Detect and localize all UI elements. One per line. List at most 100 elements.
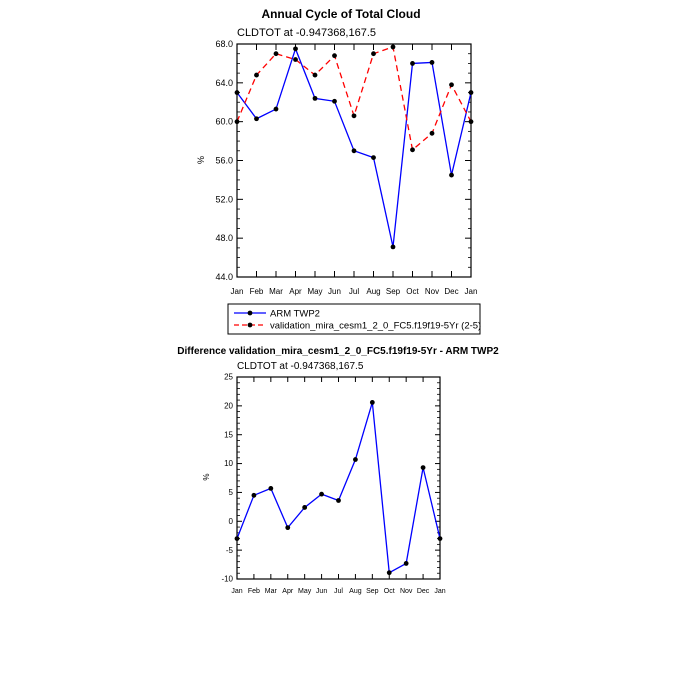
chart2-xtick-label: Apr bbox=[282, 588, 294, 595]
chart1-series-2-point bbox=[293, 57, 298, 62]
chart2-series-1-point bbox=[420, 465, 426, 471]
chart1-ytick-label: 52.0 bbox=[215, 194, 233, 204]
chart1-xtick-label: May bbox=[307, 287, 322, 296]
chart1-xtick-label: Oct bbox=[406, 287, 419, 296]
chart2-plot-area: -10 -5 0 5 10 15 20 25 Jan Feb Mar Apr May Jun Jul Aug S… bbox=[221, 373, 445, 595]
chart2-ytick-label: 5 bbox=[229, 488, 234, 497]
chart1-ytick-label: 64.0 bbox=[215, 78, 233, 88]
chart2-ylabel: % bbox=[202, 473, 211, 480]
chart2-series-1-point bbox=[386, 570, 392, 576]
chart2-series-1-point bbox=[403, 561, 409, 566]
chart1-series-2-point bbox=[332, 53, 337, 59]
chart1-subtitle: CLDTOT at -0.947368,167.5 bbox=[237, 27, 376, 39]
chart2-xtick-label: Feb bbox=[248, 588, 260, 595]
chart2-series-1-point bbox=[437, 536, 443, 541]
chart2-xtick-label: Aug bbox=[349, 588, 362, 595]
chart2-title: Difference validation_mira_cesm1_2_0_FC5… bbox=[177, 346, 499, 357]
chart2-series-1-point bbox=[336, 498, 341, 503]
chart2-series-1-point bbox=[369, 399, 375, 405]
chart1-xtick-label: Mar bbox=[269, 287, 283, 296]
chart2-xtick-label: Jul bbox=[334, 588, 343, 595]
chart2-xtick-label: Mar bbox=[265, 588, 278, 595]
chart2-ytick-label: 15 bbox=[224, 430, 233, 439]
chart1-xtick-label: Sep bbox=[386, 287, 401, 296]
chart1-xtick-label: Aug bbox=[366, 287, 380, 296]
chart1-series-2-point bbox=[371, 51, 376, 57]
chart1-series-2-point bbox=[468, 119, 474, 125]
chart1-series-2-point bbox=[254, 72, 259, 78]
chart2-series-1-point bbox=[353, 457, 358, 462]
chart2-series-1-point bbox=[285, 525, 291, 531]
chart1-series-2-point bbox=[312, 72, 318, 78]
chart1-series-1-point bbox=[449, 172, 454, 178]
chart2-series-1-point bbox=[251, 492, 257, 498]
chart2-series-1-point bbox=[319, 491, 324, 497]
chart1-ytick-label: 44.0 bbox=[215, 272, 233, 282]
chart1-xtick-label: Feb bbox=[250, 287, 264, 296]
chart1-series-1-point bbox=[371, 155, 376, 160]
chart1-series-2-point bbox=[429, 130, 435, 136]
chart2-ytick-label: 0 bbox=[229, 517, 234, 526]
chart1-xtick-label: Jan bbox=[231, 287, 244, 296]
chart1-series-2-point bbox=[273, 51, 279, 57]
chart2-ytick-label: 20 bbox=[224, 402, 233, 411]
chart1-series-1-point bbox=[351, 148, 357, 154]
chart1-ytick-label: 56.0 bbox=[215, 156, 233, 166]
chart1-series-1-point bbox=[293, 46, 298, 52]
chart2-xtick-label: Oct bbox=[384, 588, 395, 595]
chart1-xtick-label: Jan bbox=[465, 287, 478, 296]
chart2-series-1-line bbox=[236, 402, 441, 574]
chart1-series-1-point bbox=[254, 116, 259, 122]
chart1-series-2-point bbox=[390, 44, 396, 50]
chart2-xtick-label: Jan bbox=[434, 588, 445, 595]
chart2-xtick-label: Jan bbox=[231, 588, 242, 595]
chart1-ylabel: % bbox=[196, 156, 206, 164]
chart1-ytick-label: 60.0 bbox=[215, 117, 233, 127]
chart2-ytick-label: 10 bbox=[224, 459, 233, 468]
chart1-xtick-label: Dec bbox=[444, 287, 458, 296]
chart1-series-1-point bbox=[468, 90, 474, 95]
chart2-frame bbox=[236, 376, 441, 580]
chart1-xtick-label: Nov bbox=[425, 287, 439, 296]
chart2-xtick-label: May bbox=[298, 588, 312, 595]
chart1-title: Annual Cycle of Total Cloud bbox=[261, 7, 420, 21]
chart2-series-1-point bbox=[234, 536, 240, 541]
chart1-series-2-point bbox=[410, 147, 415, 153]
chart-annual-cycle: Annual Cycle of Total Cloud CLDTOT at -0… bbox=[196, 7, 481, 335]
chart1-series-1-point bbox=[312, 95, 318, 101]
legend-label-1: ARM TWP2 bbox=[270, 309, 320, 320]
chart2-xtick-label: Sep bbox=[366, 588, 379, 595]
chart1-xtick-label: Jun bbox=[328, 287, 341, 296]
chart1-series-1-point bbox=[332, 98, 337, 104]
chart1-series-1-point bbox=[390, 244, 396, 250]
chart1-series-2-point bbox=[449, 82, 454, 88]
chart1-legend: ARM TWP2validation_mira_cesm1_2_0_FC5.f1… bbox=[227, 303, 481, 335]
chart2-xtick-label: Dec bbox=[417, 588, 430, 595]
chart1-series-1-point bbox=[234, 90, 240, 95]
chart2-series-1-point bbox=[268, 485, 274, 491]
chart2-xtick-label: Nov bbox=[400, 588, 413, 595]
chart1-frame bbox=[236, 43, 472, 278]
chart2-ytick-label: -5 bbox=[226, 546, 234, 555]
chart1-plot-area: 44.0 48.0 52.0 56.0 60.0 64.0 68.0 Jan Feb Mar Apr… bbox=[215, 39, 477, 296]
legend-marker-1 bbox=[247, 310, 253, 316]
chart2-series-1-point bbox=[302, 505, 308, 510]
chart2-ytick-label: 25 bbox=[224, 373, 233, 382]
chart2-xtick-label: Jun bbox=[316, 588, 327, 595]
legend-box bbox=[227, 303, 481, 335]
chart2-subtitle: CLDTOT at -0.947368,167.5 bbox=[237, 361, 364, 372]
chart2-ytick-label: -10 bbox=[221, 575, 233, 584]
legend-label-2: validation_mira_cesm1_2_0_FC5.f19f19-5Yr… bbox=[270, 321, 481, 332]
chart1-series-2-point bbox=[234, 119, 240, 125]
chart1-xtick-label: Jul bbox=[349, 287, 359, 296]
chart1-series-2-point bbox=[351, 113, 357, 119]
chart1-series-1-point bbox=[429, 60, 435, 65]
chart1-series-2-line bbox=[236, 46, 472, 152]
chart1-series-1-line bbox=[236, 46, 472, 248]
chart-difference: Difference validation_mira_cesm1_2_0_FC5… bbox=[177, 346, 499, 595]
legend-marker-2 bbox=[247, 322, 253, 328]
chart1-ytick-label: 68.0 bbox=[215, 39, 233, 49]
chart1-xtick-label: Apr bbox=[289, 287, 302, 296]
chart1-ytick-label: 48.0 bbox=[215, 233, 233, 243]
